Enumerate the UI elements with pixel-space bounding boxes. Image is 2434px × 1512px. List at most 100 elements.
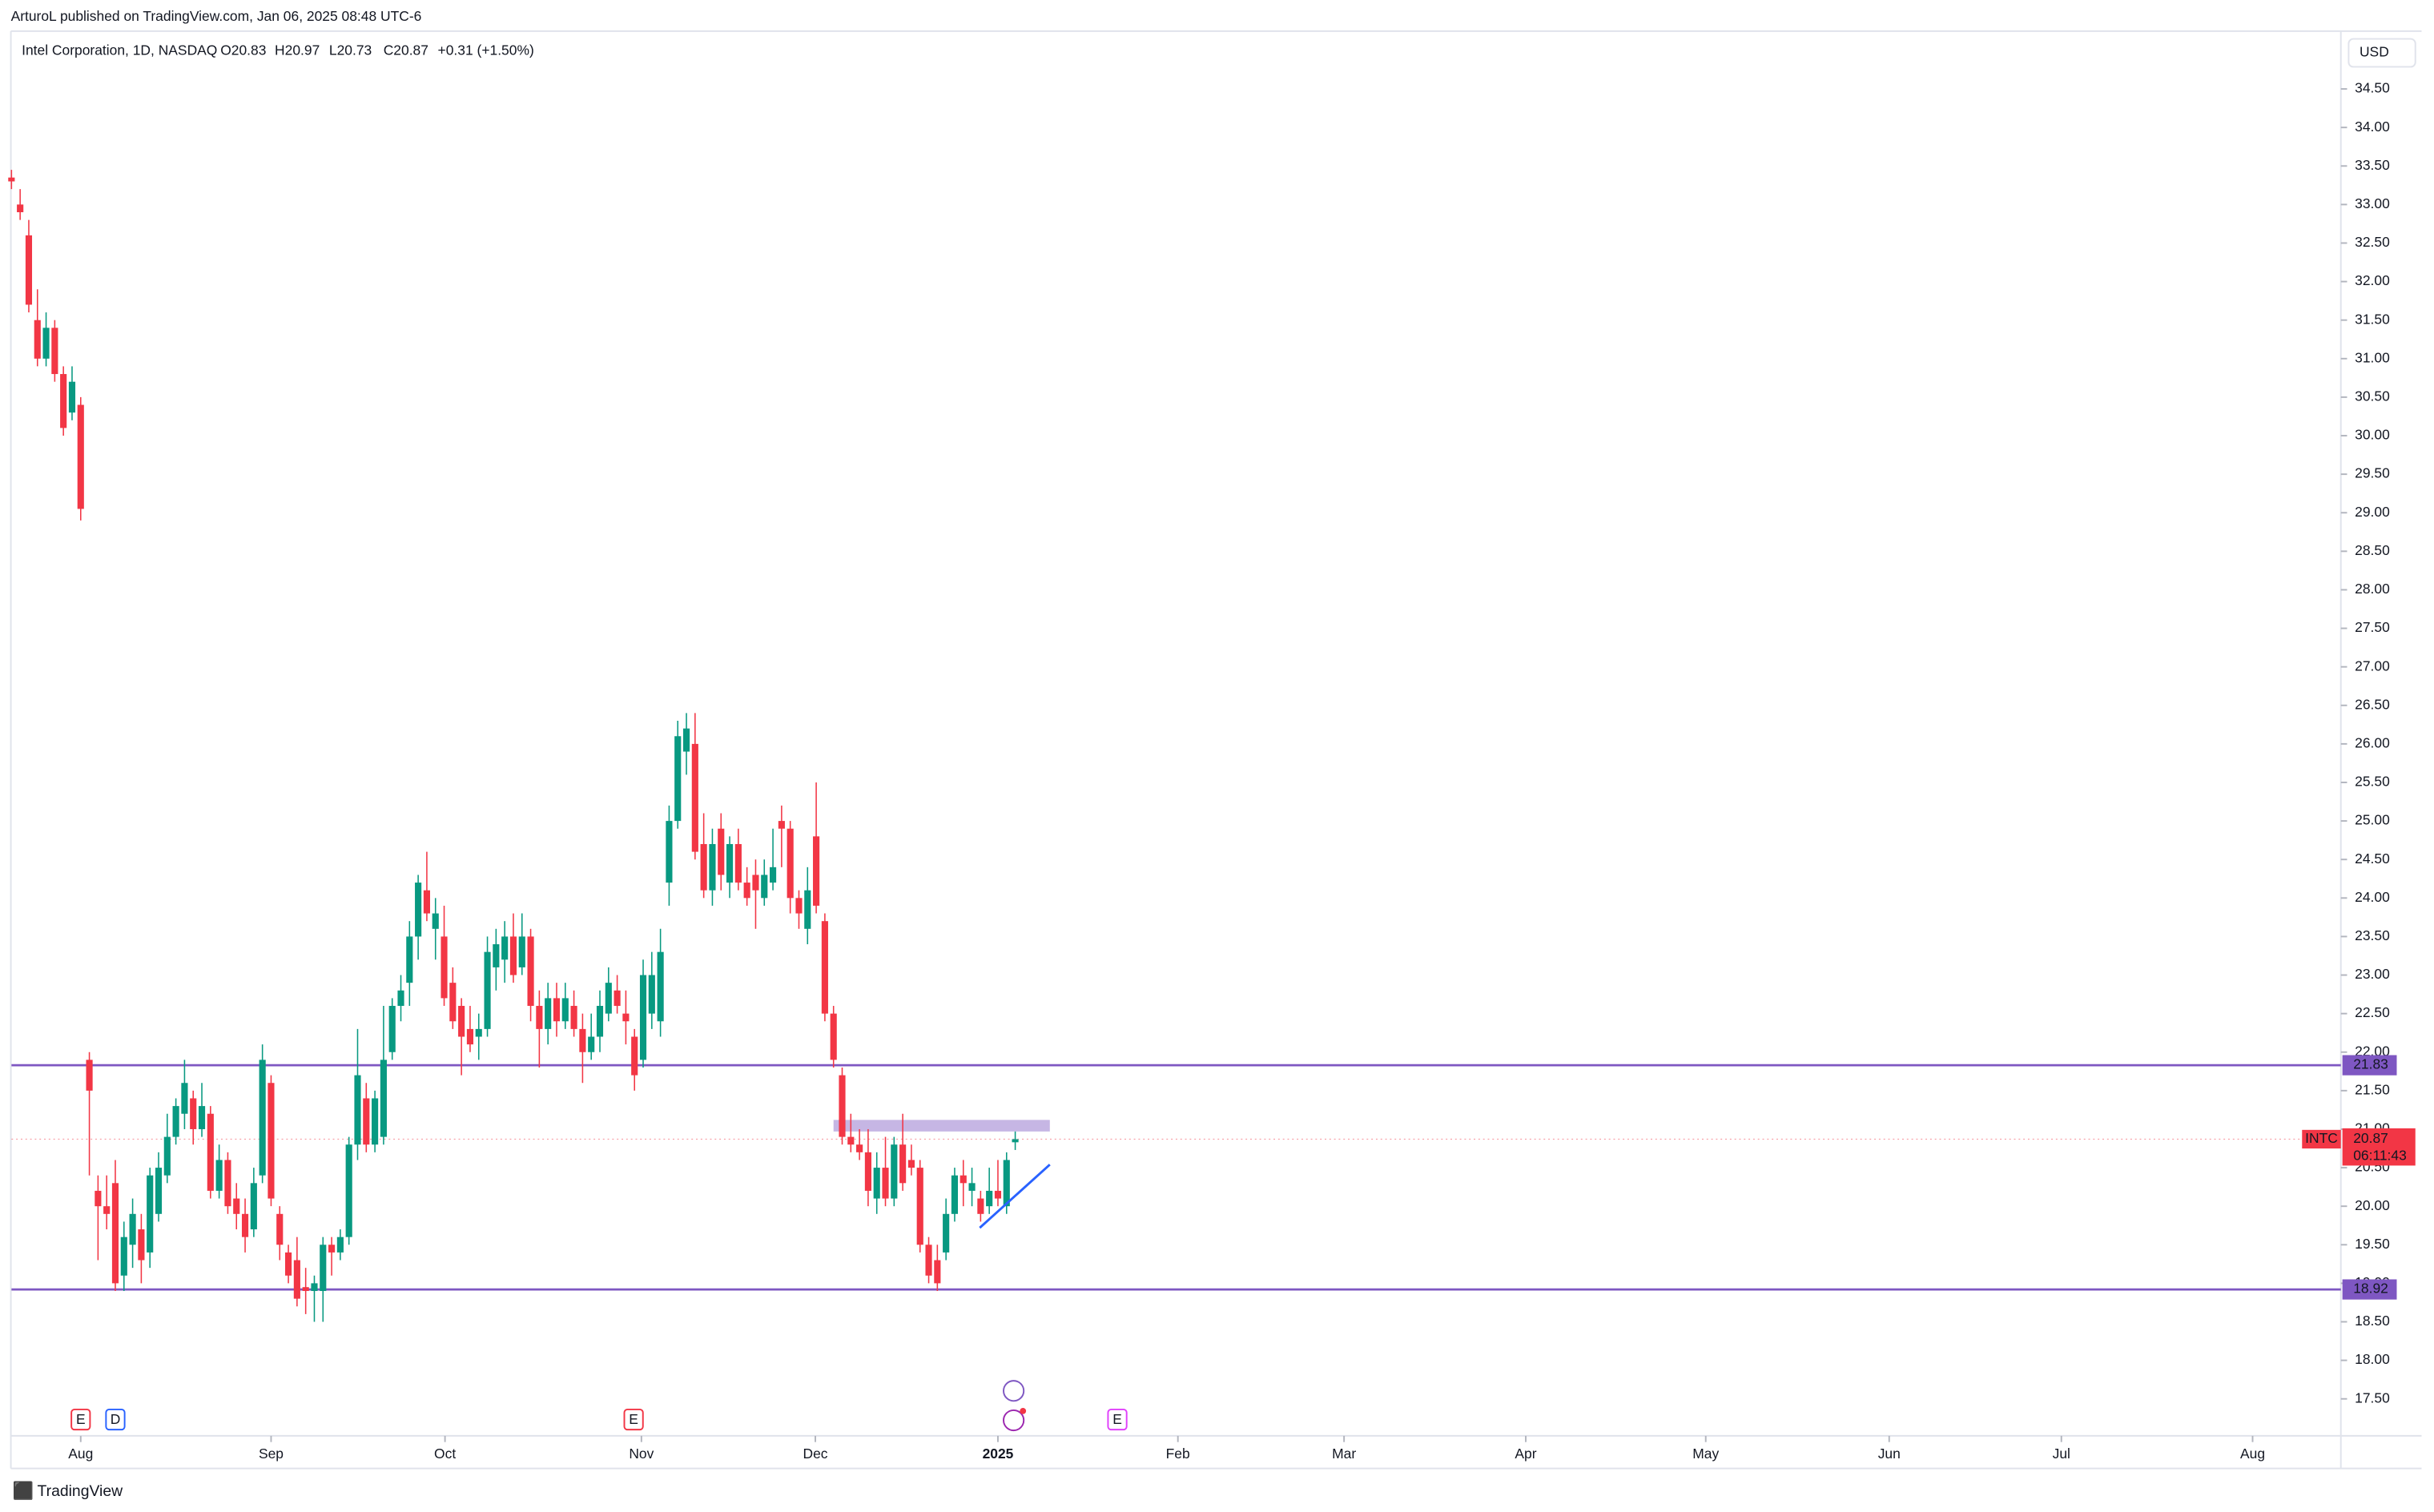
candle-body	[830, 1013, 837, 1060]
currency-box[interactable]	[2348, 38, 2416, 68]
candle-body	[891, 1144, 898, 1199]
y-tick-label: 29.50	[2355, 465, 2390, 481]
candle-body	[977, 1198, 984, 1214]
candle-body	[449, 983, 457, 1022]
trend-line	[979, 1164, 1051, 1229]
x-tick-label: May	[1692, 1446, 1719, 1462]
y-tick-label: 31.00	[2355, 349, 2390, 365]
candle-body	[968, 1183, 976, 1191]
legend-ohlc: C20.87	[384, 42, 428, 58]
event-marker[interactable]	[70, 1408, 91, 1431]
event-marker[interactable]	[623, 1408, 644, 1431]
candle-body	[432, 913, 439, 929]
legend: Intel Corporation, 1D, NASDAQ O20.83 H20.…	[22, 42, 534, 58]
candle-body	[787, 828, 794, 899]
candle-body	[527, 936, 534, 1007]
y-tick-label: 23.50	[2355, 927, 2390, 943]
x-tick-label: Apr	[1515, 1446, 1536, 1462]
x-tick-label: Oct	[434, 1446, 456, 1462]
event-dot	[1020, 1408, 1027, 1414]
candle-body	[68, 381, 76, 413]
candle-body	[42, 328, 50, 359]
candle-body	[172, 1106, 179, 1137]
y-tick-label: 22.00	[2355, 1043, 2390, 1059]
candle-body	[8, 177, 15, 182]
candle-body	[795, 898, 803, 914]
candle-body	[163, 1136, 171, 1176]
candle-body	[614, 990, 621, 1007]
candle-body	[86, 1060, 93, 1091]
candle-body	[129, 1213, 136, 1245]
legend-ohlc: O20.83	[220, 42, 266, 58]
candle-body	[657, 951, 664, 1022]
candle-body	[847, 1136, 855, 1145]
x-tick-label: Aug	[2240, 1446, 2265, 1462]
candle-body	[501, 936, 509, 960]
candle-body	[77, 404, 84, 509]
candle-body	[761, 875, 768, 899]
candle-body	[778, 821, 785, 829]
candle-body	[34, 320, 41, 359]
candle-body	[293, 1260, 300, 1299]
x-tick-label: Aug	[68, 1446, 93, 1462]
candle-body	[545, 998, 552, 1029]
y-tick-label: 31.50	[2355, 311, 2390, 327]
y-tick-label: 17.50	[2355, 1389, 2390, 1405]
event-marker[interactable]	[105, 1408, 126, 1431]
countdown-label: 06:11:43	[2353, 1147, 2407, 1163]
candle-body	[570, 1006, 577, 1029]
y-tick-label: 21.50	[2355, 1081, 2390, 1097]
candle-body	[120, 1237, 127, 1276]
zone	[833, 1120, 1050, 1132]
symbol-box	[2302, 1129, 2341, 1149]
candle-body	[190, 1098, 197, 1129]
candle-body	[311, 1283, 318, 1292]
candle-body	[752, 875, 759, 891]
candle-body	[960, 1175, 967, 1184]
y-tick-label: 29.00	[2355, 504, 2390, 520]
footer: TradingView	[38, 1482, 124, 1500]
level-label-box	[2342, 1055, 2397, 1076]
candle-body	[181, 1083, 188, 1114]
x-tick-label: Jun	[1878, 1446, 1901, 1462]
symbol-label: INTC	[2305, 1130, 2338, 1146]
x-tick-label: Sep	[259, 1446, 284, 1462]
event-label: E	[629, 1411, 638, 1427]
candle-body	[475, 1028, 482, 1037]
candle-body	[380, 1060, 387, 1137]
x-tick-label: Nov	[629, 1446, 654, 1462]
candle-body	[397, 990, 404, 1007]
candle-body	[579, 1028, 586, 1052]
y-tick-label: 34.00	[2355, 119, 2390, 135]
candle-body	[734, 843, 742, 883]
candle-body	[51, 328, 58, 375]
event-icon[interactable]	[1003, 1380, 1025, 1402]
candle-body	[259, 1060, 266, 1176]
legend-ohlc: L20.73	[329, 42, 372, 58]
candle-body	[147, 1175, 154, 1253]
y-tick-label: 28.50	[2355, 542, 2390, 558]
candle-body	[700, 843, 707, 891]
event-icon[interactable]	[1003, 1409, 1025, 1432]
candle-body	[1012, 1139, 1019, 1143]
x-tick-label: Dec	[803, 1446, 828, 1462]
candle-body	[804, 890, 811, 929]
candle-body	[709, 843, 716, 891]
candle-body	[631, 1036, 638, 1076]
candle-body	[839, 1075, 846, 1137]
candle-body	[415, 883, 422, 937]
candle-body	[916, 1168, 923, 1245]
legend-symbol: Intel Corporation, 1D, NASDAQ	[22, 42, 217, 58]
candle-body	[241, 1213, 249, 1237]
level-label: 18.92	[2353, 1281, 2388, 1297]
candle-body	[536, 1006, 543, 1029]
candle-body	[354, 1075, 361, 1145]
event-marker[interactable]	[1107, 1408, 1128, 1431]
candle-body	[882, 1168, 889, 1199]
candle-body	[103, 1206, 111, 1214]
x-tick-label: Feb	[1166, 1446, 1190, 1462]
y-tick-label: 32.50	[2355, 234, 2390, 250]
candle-body	[691, 743, 698, 852]
